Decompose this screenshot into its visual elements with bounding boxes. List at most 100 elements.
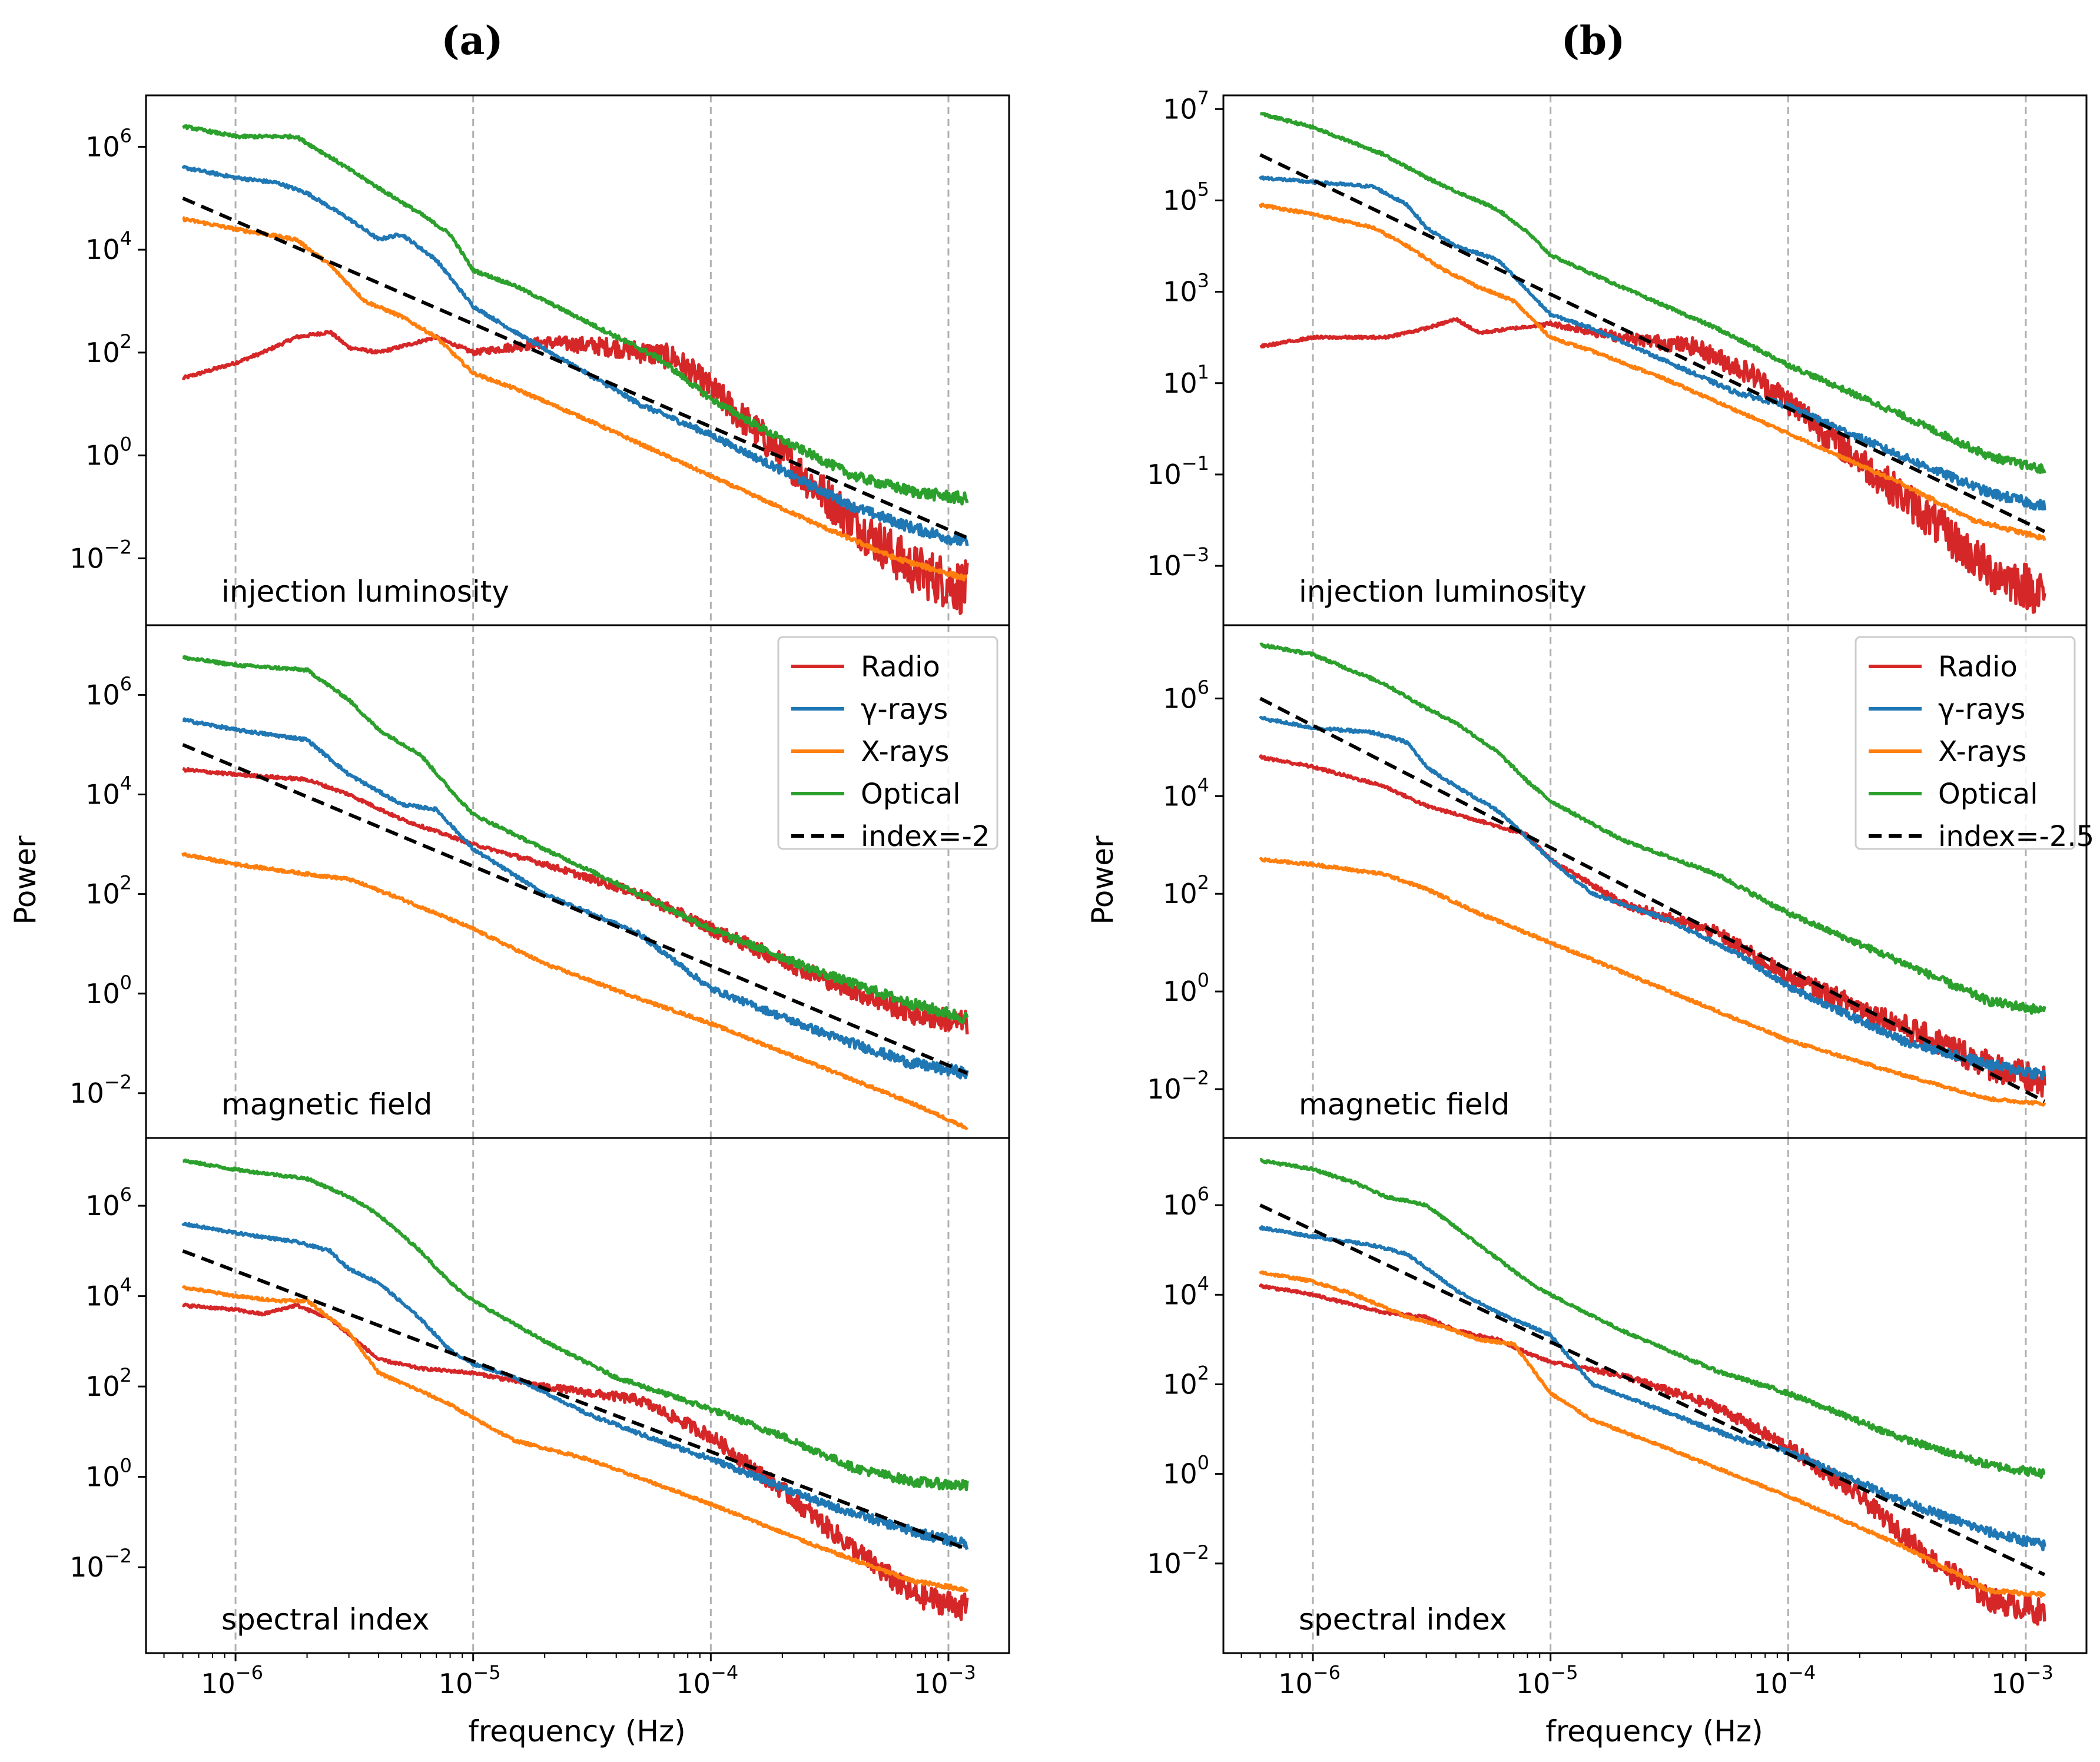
panel-label: magnetic field (1299, 1087, 1510, 1121)
y-tick-label: 104 (85, 1274, 132, 1312)
x-tick-label: 10−5 (1516, 1661, 1578, 1700)
x-tick-label: 10−3 (1991, 1661, 2053, 1700)
y-tick-label: 100 (85, 433, 132, 472)
series-group (181, 124, 969, 615)
series-index-2 (182, 743, 968, 1075)
series-index-2 (182, 197, 968, 540)
legend-entry: γ-rays (1938, 693, 2025, 726)
y-tick-label: 104 (85, 227, 132, 266)
panel-label: injection luminosity (1299, 575, 1587, 609)
series--rays (181, 165, 969, 546)
series-group (1258, 1158, 2046, 1626)
column-b-ylabel: Power (1086, 835, 1120, 925)
y-tick-label: 10−1 (1147, 452, 1209, 490)
series-optical (1259, 1158, 2046, 1479)
y-tick-label: 100 (1163, 969, 1209, 1007)
panel-spectral-index: 10−2 100 102 104 106 spectral index (1147, 1137, 2088, 1654)
series-optical (1259, 112, 2046, 474)
panel-label: injection luminosity (221, 575, 509, 609)
y-tick-label: 102 (85, 872, 132, 910)
legend-entry: X-rays (861, 735, 949, 768)
y-tick-label: 103 (1163, 270, 1209, 308)
y-tick-label: 10−2 (69, 1545, 132, 1583)
panel-spectral-index: 10−2 100 102 104 106 spectral index (69, 1137, 1010, 1654)
series--rays (1258, 1225, 2046, 1552)
x-tick-label: 10−5 (439, 1661, 501, 1700)
series--rays (181, 1222, 969, 1551)
legend: Radio γ-rays X-rays Optical index=-2 (777, 636, 998, 853)
y-tick-label: 104 (85, 772, 132, 811)
y-tick-label: 102 (85, 1364, 132, 1402)
y-tick-label: 107 (1163, 87, 1209, 125)
series-group (181, 1158, 969, 1621)
series-group (181, 655, 969, 1130)
series-radio (181, 1302, 969, 1621)
series-x-rays (181, 1285, 969, 1593)
y-tick-label: 101 (1163, 361, 1209, 399)
legend: Radio γ-rays X-rays Optical index=-2.5 (1854, 636, 2094, 853)
series-optical (182, 1158, 969, 1492)
y-tick-label: 106 (85, 1183, 132, 1222)
column-b-plots: 10−3 10−1 101 103 105 107 injection luminosity… (1147, 87, 2094, 1700)
y-tick-label: 102 (85, 330, 132, 369)
x-tick-label: 10−3 (914, 1661, 976, 1700)
legend-entry: Optical (1938, 778, 2038, 811)
y-tick-label: 106 (85, 124, 132, 162)
series--rays (1259, 175, 2046, 511)
y-tick-label: 105 (1163, 178, 1209, 216)
panel-injection-luminosity: 10−2 100 102 104 106 injection luminosity (69, 94, 1010, 626)
y-tick-label: 106 (1163, 676, 1209, 714)
series-optical (182, 124, 969, 506)
y-tick-label: 100 (1163, 1452, 1209, 1490)
y-tick-label: 100 (85, 971, 132, 1010)
column-a-title: (a) (441, 18, 503, 64)
panel-label: spectral index (221, 1602, 429, 1637)
series-radio (1258, 754, 2046, 1098)
panel-label: magnetic field (221, 1087, 432, 1121)
panel-frame (1222, 1137, 2088, 1654)
y-tick-label: 10−2 (69, 536, 132, 574)
panel-magnetic-field: 10−2 100 102 104 106 magnetic field Radio γ-ray… (69, 624, 1010, 1139)
series-radio (1258, 1283, 2046, 1626)
series-x-rays (1259, 1270, 2046, 1598)
y-tick-label: 10−3 (1147, 543, 1209, 582)
y-tick-label: 10−2 (1147, 1541, 1209, 1580)
legend-box (1854, 636, 2076, 850)
y-tick-label: 10−2 (1147, 1067, 1209, 1105)
legend-entry: Optical (861, 778, 961, 811)
series-x-rays (1258, 203, 2046, 542)
column-a-xlabel: frequency (Hz) (468, 1714, 686, 1748)
series-group (1258, 112, 2046, 614)
y-tick-label: 104 (1163, 1272, 1209, 1310)
series-optical (1259, 642, 2046, 1015)
panel-injection-luminosity: 10−3 10−1 101 103 105 107 injection luminosity (1147, 87, 2088, 626)
series--rays (1259, 715, 2046, 1080)
x-tick-label: 10−4 (676, 1661, 738, 1700)
panel-magnetic-field: 10−2 100 102 104 106 magnetic field Radio γ-ray… (1147, 624, 2094, 1139)
x-tick-label: 10−4 (1753, 1661, 1816, 1700)
series-index-2-5 (1259, 696, 2046, 1103)
x-tick-label: 10−6 (1278, 1661, 1341, 1700)
y-tick-label: 102 (1163, 1362, 1209, 1400)
legend-entry: Radio (1938, 651, 2018, 683)
series-index-2-5 (1259, 1203, 2046, 1577)
series-index-2 (182, 1249, 968, 1551)
column-b-xlabel: frequency (Hz) (1545, 1714, 1763, 1748)
legend-entry: index=-2.5 (1938, 820, 2094, 853)
series-index-2-5 (1259, 153, 2046, 533)
y-tick-label: 100 (85, 1455, 132, 1493)
legend-entry: Radio (861, 651, 940, 683)
panel-label: spectral index (1299, 1602, 1507, 1637)
series-optical (182, 655, 969, 1024)
legend-entry: γ-rays (861, 693, 948, 726)
y-tick-label: 104 (1163, 774, 1209, 812)
column-a-ylabel: Power (8, 835, 42, 925)
legend-box (777, 636, 998, 850)
x-tick-label: 10−6 (201, 1661, 263, 1700)
column-b-title: (b) (1561, 18, 1625, 64)
series-x-rays (181, 852, 968, 1130)
y-tick-label: 106 (85, 672, 132, 711)
y-tick-label: 10−2 (69, 1071, 132, 1109)
